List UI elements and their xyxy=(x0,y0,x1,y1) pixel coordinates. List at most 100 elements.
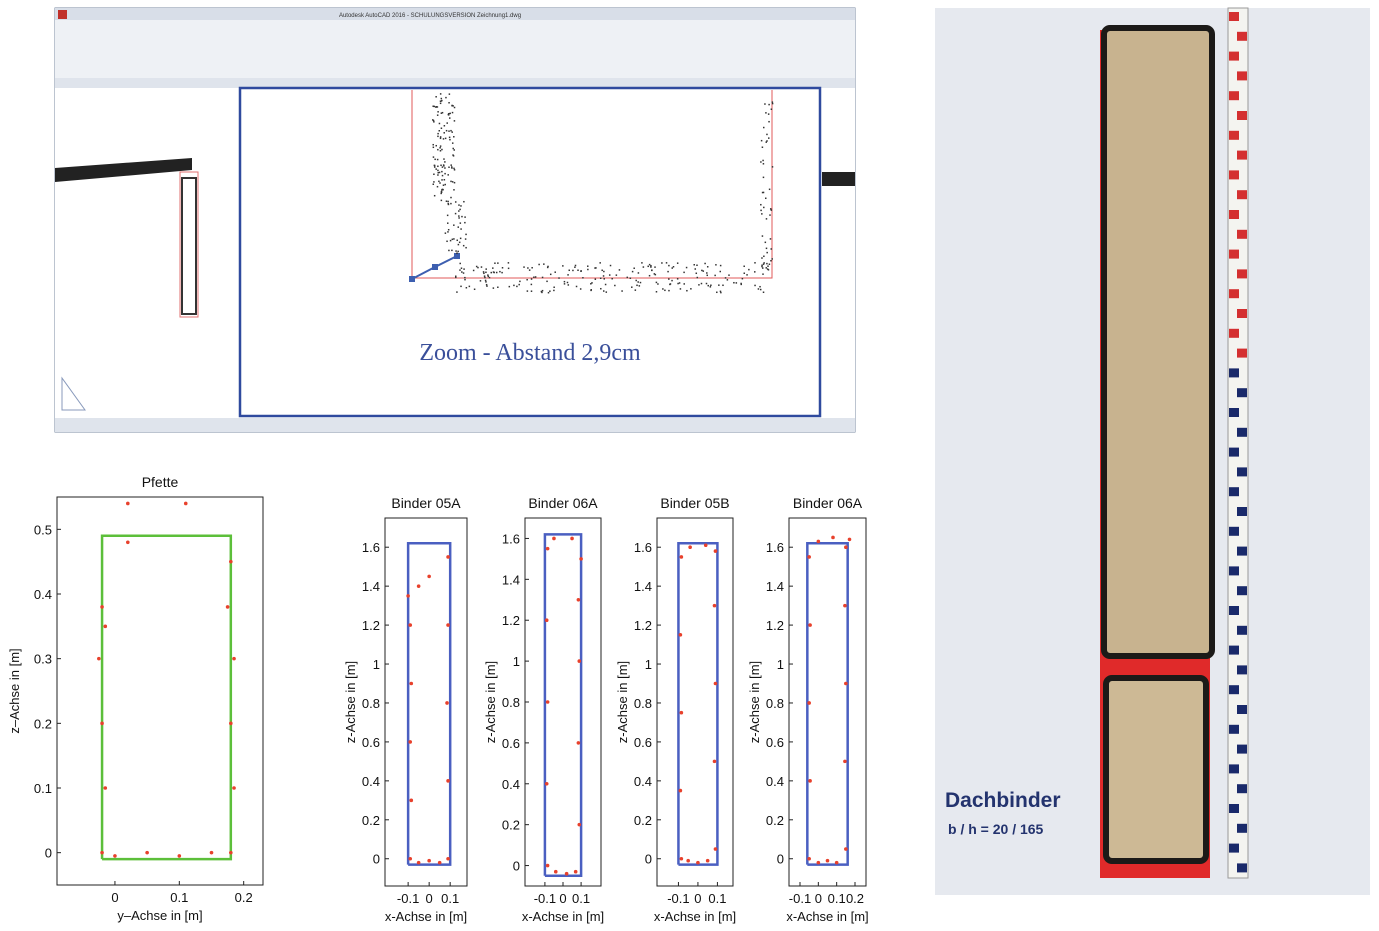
point xyxy=(229,722,233,726)
cloud-dot xyxy=(452,239,454,241)
y-axis-label: z-Achse in [m] xyxy=(747,661,762,743)
cloud-dot xyxy=(695,268,697,270)
cloud-dot xyxy=(661,262,663,264)
cloud-dot xyxy=(438,172,440,174)
ruler-mark xyxy=(1229,250,1239,259)
x-axis-label: y–Achse in [m] xyxy=(117,908,202,923)
cloud-dot xyxy=(453,238,455,240)
cloud-dot xyxy=(454,149,456,151)
y-tick-label: 1 xyxy=(645,657,652,672)
cloud-dot xyxy=(440,165,442,167)
cloud-dot xyxy=(677,262,679,264)
cad-beam-right xyxy=(822,172,855,186)
cloud-dot xyxy=(435,96,437,98)
cloud-dot xyxy=(463,201,465,203)
cloud-dot xyxy=(733,282,735,284)
y-tick-label: 0 xyxy=(513,859,520,874)
cloud-dot xyxy=(490,272,492,274)
point xyxy=(577,598,581,602)
cloud-dot xyxy=(434,106,436,108)
cloud-dot xyxy=(736,282,738,284)
cloud-dot xyxy=(526,279,528,281)
photo: Dachbinder b / h = 20 / 165 xyxy=(935,8,1370,895)
cloud-dot xyxy=(590,290,592,292)
cloud-dot xyxy=(715,264,717,266)
cloud-dot xyxy=(447,231,449,233)
cloud-dot xyxy=(513,285,515,287)
ruler-mark xyxy=(1237,467,1247,476)
cloud-dot xyxy=(461,267,463,269)
cloud-dot xyxy=(473,270,475,272)
zoom-frame xyxy=(240,88,820,416)
cloud-dot xyxy=(762,192,764,194)
point xyxy=(409,799,413,803)
cloud-dot xyxy=(481,266,483,268)
ruler-mark xyxy=(1237,784,1247,793)
cloud-dot xyxy=(448,114,450,116)
cloud-dot xyxy=(761,140,763,142)
cloud-dot xyxy=(766,141,768,143)
x-axis-label: x-Achse in [m] xyxy=(522,909,604,924)
cloud-dot xyxy=(703,270,705,272)
y-tick-label: 0.6 xyxy=(634,735,652,750)
cloud-dot xyxy=(716,292,718,294)
cloud-dot xyxy=(449,117,451,119)
cloud-dot xyxy=(764,103,766,105)
y-tick-label: 0.2 xyxy=(34,716,52,731)
cloud-dot xyxy=(568,270,570,272)
cad-logo xyxy=(58,10,67,19)
y-tick-label: 1.4 xyxy=(502,572,520,587)
cloud-dot xyxy=(452,112,454,114)
cloud-dot xyxy=(760,210,762,212)
cloud-dot xyxy=(447,201,449,203)
cloud-dot xyxy=(710,285,712,287)
cloud-dot xyxy=(450,203,452,205)
ruler-mark xyxy=(1237,665,1247,674)
cloud-dot xyxy=(767,265,769,267)
cloud-dot xyxy=(553,290,555,292)
cloud-dot xyxy=(769,214,771,216)
point xyxy=(817,540,821,544)
point xyxy=(406,594,410,598)
x-tick-label: 0.1 xyxy=(441,891,459,906)
cloud-dot xyxy=(450,130,452,132)
cloud-dot xyxy=(441,191,443,193)
cloud-dot xyxy=(762,160,764,162)
cloud-dot xyxy=(484,277,486,279)
point xyxy=(577,659,581,663)
cloud-dot xyxy=(523,266,525,268)
cloud-dot xyxy=(519,281,521,283)
cloud-dot xyxy=(701,270,703,272)
cloud-dot xyxy=(640,282,642,284)
cloud-dot xyxy=(463,245,465,247)
cloud-dot xyxy=(580,288,582,290)
cloud-dot xyxy=(486,284,488,286)
cloud-dot xyxy=(742,278,744,280)
cloud-dot xyxy=(754,262,756,264)
y-tick-label: 1.2 xyxy=(634,618,652,633)
ruler-mark xyxy=(1229,844,1239,853)
cloud-dot xyxy=(770,248,772,250)
cloud-dot xyxy=(667,271,669,273)
cloud-dot xyxy=(474,289,476,291)
cloud-dot xyxy=(594,267,596,269)
cloud-dot xyxy=(496,272,498,274)
cloud-dot xyxy=(465,238,467,240)
ruler-mark xyxy=(1237,863,1247,872)
ruler-mark xyxy=(1237,547,1247,556)
ruler-mark xyxy=(1237,309,1247,318)
cloud-dot xyxy=(655,274,657,276)
x-tick-label: 0 xyxy=(426,891,433,906)
x-tick-label: 0.1 xyxy=(572,891,590,906)
ruler-mark xyxy=(1229,566,1239,575)
point xyxy=(808,623,812,627)
cloud-dot xyxy=(635,289,637,291)
cloud-dot xyxy=(444,161,446,163)
cloud-dot xyxy=(637,281,639,283)
point xyxy=(680,555,684,559)
ruler-mark xyxy=(1229,646,1239,655)
photo-label: Dachbinder xyxy=(945,789,1061,812)
cloud-dot xyxy=(437,111,439,113)
cloud-dot xyxy=(434,166,436,168)
cloud-dot xyxy=(548,292,550,294)
